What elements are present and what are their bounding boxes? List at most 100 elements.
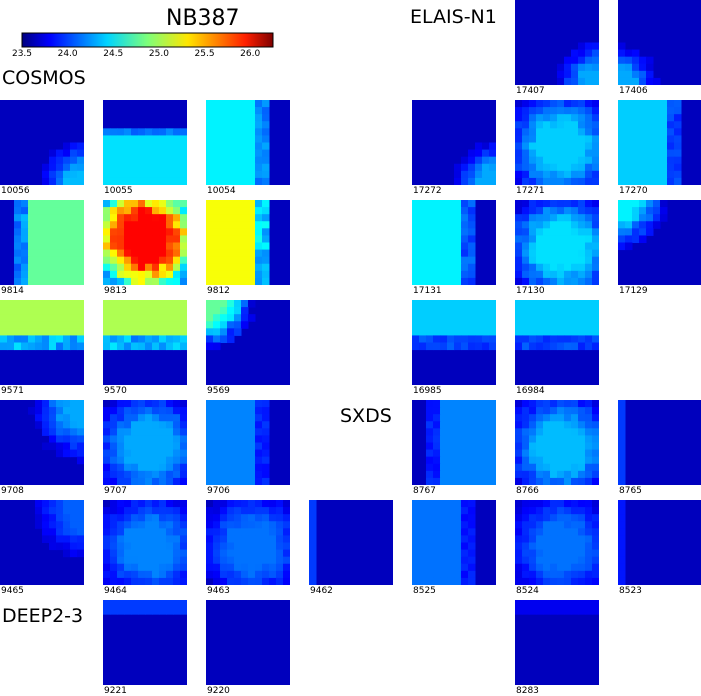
heatmap-cell xyxy=(646,221,654,229)
heatmap-cell xyxy=(433,577,441,585)
heatmap-cell xyxy=(70,549,78,558)
heatmap-cell xyxy=(309,528,317,536)
heatmap-cell xyxy=(77,277,84,285)
heatmap-cell xyxy=(522,456,530,465)
heatmap-cell xyxy=(63,170,71,179)
heatmap-cell xyxy=(28,307,36,315)
heatmap-tile xyxy=(515,0,599,85)
heatmap-cell xyxy=(173,514,181,522)
heatmap-cell xyxy=(468,242,476,251)
heatmap-cell xyxy=(536,235,544,243)
heatmap-cell xyxy=(522,463,530,472)
heatmap-tile xyxy=(618,200,701,285)
heatmap-cell xyxy=(241,500,249,508)
heatmap-cell xyxy=(180,335,187,343)
heatmap-cell xyxy=(138,607,146,615)
heatmap-cell xyxy=(124,449,132,458)
heatmap-cell xyxy=(180,400,187,408)
heatmap-cell xyxy=(103,128,111,136)
heatmap-cell xyxy=(103,407,111,415)
heatmap-cell xyxy=(70,170,78,179)
heatmap-cell xyxy=(529,521,537,529)
heatmap-cell xyxy=(234,163,242,172)
heatmap-cell xyxy=(110,177,118,185)
heatmap-cell xyxy=(475,442,483,451)
heatmap-cell xyxy=(138,407,146,415)
heatmap-cell xyxy=(213,328,221,336)
heatmap-cell xyxy=(550,607,558,615)
heatmap-cell xyxy=(103,170,111,179)
heatmap-cell xyxy=(173,142,181,151)
heatmap-cell xyxy=(660,207,668,215)
heatmap-cell xyxy=(571,421,579,429)
heatmap-cell xyxy=(21,221,29,229)
heatmap-cell xyxy=(124,556,132,565)
heatmap-cell xyxy=(138,577,146,585)
heatmap-cell xyxy=(159,235,167,243)
heatmap-cell xyxy=(180,577,187,585)
heatmap-cell xyxy=(536,514,544,522)
heatmap-cell xyxy=(166,307,174,315)
heatmap-cell xyxy=(419,342,427,351)
heatmap-cell xyxy=(515,228,523,236)
heatmap-cell xyxy=(241,142,249,151)
heatmap-cell xyxy=(585,214,593,222)
heatmap-cell xyxy=(248,500,256,508)
heatmap-cell xyxy=(667,135,675,143)
heatmap-cell xyxy=(138,214,146,222)
heatmap-cell xyxy=(77,142,84,151)
heatmap-cell xyxy=(124,177,132,185)
heatmap-cell xyxy=(103,442,111,451)
heatmap-cell xyxy=(557,177,565,185)
heatmap-cell xyxy=(571,400,579,408)
heatmap-cell xyxy=(412,307,420,315)
heatmap-cell xyxy=(419,256,427,265)
heatmap-cell xyxy=(77,421,84,429)
heatmap-cell xyxy=(227,463,235,472)
heatmap-cell xyxy=(412,542,420,551)
heatmap-cell xyxy=(35,407,43,415)
heatmap-cell xyxy=(454,400,462,408)
heatmap-cell xyxy=(419,556,427,565)
heatmap-cell xyxy=(110,342,118,351)
heatmap-tile xyxy=(618,0,701,85)
heatmap-cell xyxy=(234,321,242,329)
heatmap-cell xyxy=(426,535,434,543)
heatmap-cell xyxy=(180,514,187,522)
heatmap-cell xyxy=(220,463,228,472)
heatmap-cell xyxy=(63,435,71,443)
heatmap-cell xyxy=(56,321,64,329)
heatmap-cell xyxy=(447,470,455,479)
heatmap-cell xyxy=(550,128,558,136)
heatmap-cell xyxy=(660,177,668,185)
heatmap-cell xyxy=(578,70,586,79)
heatmap-cell xyxy=(159,400,167,408)
heatmap-cell xyxy=(564,249,572,258)
heatmap-cell xyxy=(536,107,544,115)
heatmap-cell xyxy=(426,500,434,508)
heatmap-cell xyxy=(482,177,490,185)
heatmap-cell xyxy=(117,128,125,136)
heatmap-cell xyxy=(426,542,434,551)
heatmap-cell xyxy=(145,421,153,429)
heatmap-cell xyxy=(262,549,270,558)
heatmap-cell xyxy=(592,207,599,215)
heatmap-cell xyxy=(585,177,593,185)
heatmap-cell xyxy=(578,600,586,608)
heatmap-cell xyxy=(241,114,249,122)
heatmap-cell xyxy=(124,342,132,351)
heatmap-cell xyxy=(117,421,125,429)
heatmap-cell xyxy=(206,507,214,515)
heatmap-cell xyxy=(70,342,78,351)
heatmap-cell xyxy=(131,428,139,436)
heatmap-cell xyxy=(152,470,160,479)
heatmap-cell xyxy=(578,49,586,58)
heatmap-cell xyxy=(124,428,132,436)
heatmap-cell xyxy=(35,207,43,215)
heatmap-cell xyxy=(227,114,235,122)
heatmap-cell xyxy=(159,470,167,479)
heatmap-cell xyxy=(419,321,427,329)
heatmap-cell xyxy=(138,421,146,429)
heatmap-cell xyxy=(77,235,84,243)
heatmap-cell xyxy=(103,521,111,529)
